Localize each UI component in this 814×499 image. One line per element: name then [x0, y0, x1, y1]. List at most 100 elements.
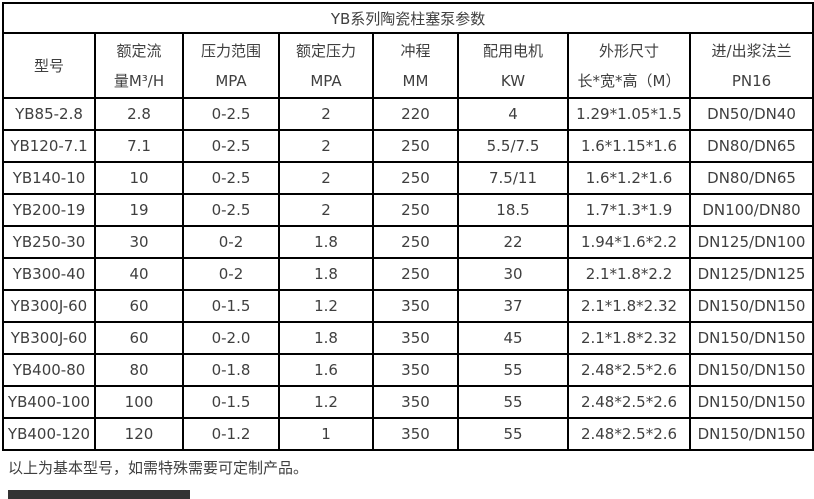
table-row: YB120-7.1 7.1 0-2.5 2 250 5.5/7.5 1.6*1.15*1.6… [2, 129, 814, 163]
footer-note: 以上为基本型号，如需特殊需要可定制产品。 [8, 459, 309, 477]
table-cell: 1 [278, 417, 374, 451]
table-cell: YB300J-60 [2, 321, 96, 355]
table-cell: YB85-2.8 [2, 97, 96, 131]
pump-spec-table: YB系列陶瓷柱塞泵参数 型号 额定流 量M³/H 压力范围 MPA 额定压力 MPA 冲程 MM… [1, 2, 814, 451]
table-row: YB400-120 120 0-1.2 1 350 55 2.48*2.5*2.6 DN150… [2, 417, 814, 451]
title-row: YB系列陶瓷柱塞泵参数 [1, 2, 814, 34]
column-header-line2: 长*宽*高（M） [577, 71, 681, 90]
table-cell: 7.1 [94, 129, 184, 163]
table-row: YB400-100 100 0-1.5 1.2 350 55 2.48*2.5*2.6 DN1… [2, 385, 814, 419]
table-cell: 2.48*2.5*2.6 [567, 353, 691, 387]
table-cell: 0-1.5 [182, 385, 280, 419]
table-cell: 1.8 [278, 257, 374, 291]
column-header-6: 配用电机 KW [457, 32, 569, 99]
table-row: YB400-80 80 0-1.8 1.6 350 55 2.48*2.5*2.6 DN150… [2, 353, 814, 387]
column-header-4: 额定压力 MPA [278, 32, 374, 99]
table-cell: 350 [372, 417, 459, 451]
table-row: YB85-2.8 2.8 0-2.5 2 220 4 1.29*1.05*1.5 DN50/D… [2, 97, 814, 131]
column-header-5: 冲程 MM [372, 32, 459, 99]
header-row: 型号 额定流 量M³/H 压力范围 MPA 额定压力 MPA 冲程 MM 配用电机 KW 外形尺寸 长*… [2, 32, 814, 99]
table-cell: 1.2 [278, 289, 374, 323]
table-row: YB300-40 40 0-2 1.8 250 30 2.1*1.8*2.2 DN125/DN… [2, 257, 814, 291]
table-cell: 55 [457, 385, 569, 419]
table-cell: 350 [372, 353, 459, 387]
table-cell: DN125/DN100 [688, 225, 814, 259]
table-cell: DN80/DN65 [688, 161, 814, 195]
table-cell: 100 [94, 385, 184, 419]
table-cell: YB120-7.1 [2, 129, 96, 163]
table-cell: 0-2 [182, 225, 280, 259]
table-cell: 250 [372, 161, 459, 195]
column-header-7: 外形尺寸 长*宽*高（M） [567, 32, 691, 99]
column-header-line2: 量M³/H [113, 71, 165, 90]
table-cell: YB250-30 [2, 225, 96, 259]
table-row: YB300J-60 60 0-1.5 1.2 350 37 2.1*1.8*2.32 DN15… [2, 289, 814, 323]
table-cell: 0-2.0 [182, 321, 280, 355]
table-cell: 2 [278, 97, 374, 131]
table-cell: 350 [372, 289, 459, 323]
table-cell: 0-1.2 [182, 417, 280, 451]
table-cell: 1.2 [278, 385, 374, 419]
table-cell: YB140-10 [2, 161, 96, 195]
table-row: YB200-19 19 0-2.5 2 250 18.5 1.7*1.3*1.9 DN100/… [2, 193, 814, 227]
column-header-8: 进/出浆法兰 PN16 [688, 32, 814, 99]
table-cell: 2.1*1.8*2.32 [567, 289, 691, 323]
table-cell: YB200-19 [2, 193, 96, 227]
table-cell: 0-2.5 [182, 193, 280, 227]
table-cell: 2 [278, 161, 374, 195]
table-cell: DN100/DN80 [688, 193, 814, 227]
table-cell: 120 [94, 417, 184, 451]
column-header-3: 压力范围 MPA [182, 32, 280, 99]
column-header-line1: 进/出浆法兰 [711, 41, 792, 60]
column-header-line2: MM [402, 71, 429, 90]
partial-cutoff-bar [8, 490, 190, 499]
table-cell: DN150/DN150 [688, 385, 814, 419]
column-header-line2: MPA [310, 71, 342, 90]
table-cell: 30 [457, 257, 569, 291]
column-header-line2: KW [500, 71, 526, 90]
column-header-line1: 配用电机 [482, 41, 543, 60]
table-row: YB250-30 30 0-2 1.8 250 22 1.94*1.6*2.2 DN125/D… [2, 225, 814, 259]
table-cell: YB300J-60 [2, 289, 96, 323]
table-cell: 250 [372, 193, 459, 227]
table-cell: 2 [278, 129, 374, 163]
table-cell: 250 [372, 257, 459, 291]
table-cell: YB400-120 [2, 417, 96, 451]
table-cell: DN150/DN150 [688, 417, 814, 451]
table-cell: 55 [457, 417, 569, 451]
table-cell: 40 [94, 257, 184, 291]
table-cell: 1.8 [278, 225, 374, 259]
column-header-line1: 额定压力 [295, 41, 356, 60]
table-cell: 2.1*1.8*2.2 [567, 257, 691, 291]
table-cell: 5.5/7.5 [457, 129, 569, 163]
table-cell: 19 [94, 193, 184, 227]
table-cell: 350 [372, 321, 459, 355]
table-cell: 55 [457, 353, 569, 387]
table-cell: 37 [457, 289, 569, 323]
table-cell: 0-1.8 [182, 353, 280, 387]
table-cell: 22 [457, 225, 569, 259]
column-header-line1: 冲程 [400, 41, 431, 60]
table-cell: 2 [278, 193, 374, 227]
column-header-line1: 型号 [33, 56, 64, 75]
table-cell: 2.8 [94, 97, 184, 131]
table-cell: 1.29*1.05*1.5 [567, 97, 691, 131]
table-cell: 250 [372, 225, 459, 259]
table-cell: DN125/DN125 [688, 257, 814, 291]
table-cell: 1.8 [278, 321, 374, 355]
table-cell: 250 [372, 129, 459, 163]
table-cell: 2.1*1.8*2.32 [567, 321, 691, 355]
table-row: YB140-10 10 0-2.5 2 250 7.5/11 1.6*1.2*1.6 DN80… [2, 161, 814, 195]
table-cell: 1.6*1.2*1.6 [567, 161, 691, 195]
table-cell: DN150/DN150 [688, 353, 814, 387]
table-cell: 7.5/11 [457, 161, 569, 195]
table-cell: DN150/DN150 [688, 289, 814, 323]
column-header-line2: MPA [215, 71, 247, 90]
table-cell: 1.6 [278, 353, 374, 387]
table-body: YB85-2.8 2.8 0-2.5 2 220 4 1.29*1.05*1.5 DN50/D… [2, 97, 814, 451]
column-header-line1: 压力范围 [200, 41, 261, 60]
column-header-line2: PN16 [731, 71, 772, 90]
table-cell: 1.94*1.6*2.2 [567, 225, 691, 259]
table-cell: 10 [94, 161, 184, 195]
